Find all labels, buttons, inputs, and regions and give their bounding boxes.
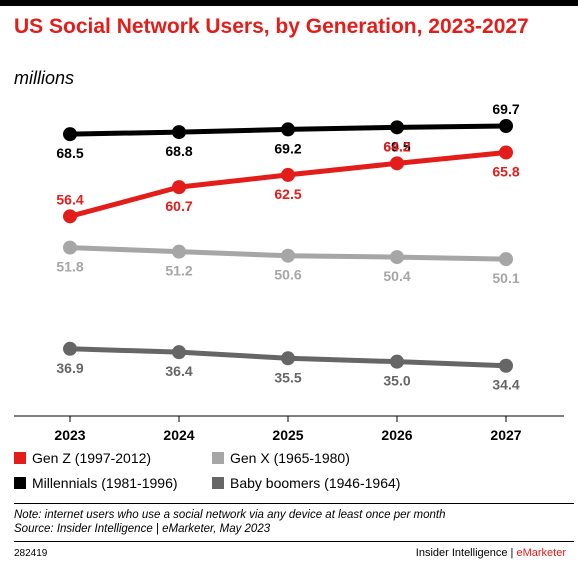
series-line	[67, 149, 509, 219]
data-label: 51.8	[56, 259, 83, 275]
data-label: 62.5	[274, 186, 301, 202]
data-label: 69.7	[492, 101, 519, 117]
data-point	[63, 240, 77, 255]
data-point	[281, 167, 295, 182]
legend-swatch-gen-x	[212, 452, 224, 464]
data-point	[390, 120, 404, 135]
data-point	[63, 209, 77, 224]
legend-swatch-baby-boomers	[212, 477, 224, 489]
data-label: 65.8	[492, 163, 519, 179]
footer-divider	[14, 541, 574, 542]
note-text: Note: internet users who use a social ne…	[14, 509, 446, 521]
data-point	[499, 145, 513, 160]
data-point	[499, 252, 513, 267]
brand-insider: Insider Intelligence |	[415, 547, 517, 559]
data-label: 34.4	[492, 377, 519, 393]
data-label: 50.1	[492, 270, 519, 286]
data-label: 60.7	[165, 198, 192, 214]
data-label: 50.6	[274, 267, 301, 283]
data-point	[63, 127, 77, 142]
chart-title: US Social Network Users, by Generation, …	[14, 15, 529, 38]
data-point	[172, 180, 186, 195]
x-tick-label: 2027	[490, 427, 521, 443]
data-label: 68.5	[56, 145, 83, 161]
data-point	[390, 250, 404, 265]
data-label: 68.8	[165, 143, 192, 159]
chart-note: Note: internet users who use a social ne…	[14, 508, 574, 536]
note-divider	[14, 503, 574, 504]
legend-item-baby-boomers: Baby boomers (1946-1964)	[212, 473, 400, 493]
data-label: 69.2	[274, 140, 301, 156]
legend-label-gen-z: Gen Z (1997-2012)	[32, 450, 152, 466]
data-label: 51.2	[165, 263, 192, 279]
data-point	[281, 122, 295, 137]
legend-item-gen-z: Gen Z (1997-2012)	[14, 448, 151, 468]
source-text: Source: Insider Intelligence | eMarketer…	[14, 523, 271, 535]
legend-swatch-millennials	[14, 477, 26, 489]
legend-label-gen-x: Gen X (1965-1980)	[230, 450, 350, 466]
line-chart: 2023 2024 2025 2026 2027 68.5 68.8 69.2 69.5 69.7…	[14, 101, 564, 443]
x-tick-label: 2024	[163, 427, 194, 443]
top-rule	[0, 0, 578, 6]
data-label: 64.2	[383, 138, 410, 154]
data-label: 36.4	[165, 363, 192, 379]
data-point	[499, 118, 513, 133]
data-label: 56.4	[56, 191, 83, 207]
data-label: 69.5	[383, 138, 410, 154]
legend-swatch-gen-z	[14, 452, 26, 464]
x-tick-label: 2025	[272, 427, 303, 443]
data-label: 35.5	[274, 369, 301, 385]
brand-credit: Insider Intelligence | eMarketer	[416, 547, 566, 559]
data-label: 36.9	[56, 360, 83, 376]
data-point	[172, 345, 186, 360]
brand-emarketer: eMarketer	[516, 547, 566, 559]
data-point	[63, 341, 77, 356]
legend-label-baby-boomers: Baby boomers (1946-1964)	[230, 475, 401, 491]
x-tick-label: 2026	[381, 427, 412, 443]
chart-id: 282419	[14, 548, 48, 559]
data-point	[499, 358, 513, 373]
data-point	[172, 244, 186, 259]
data-label: 35.0	[383, 373, 410, 389]
data-point	[281, 248, 295, 263]
legend-label-millennials: Millennials (1981-1996)	[32, 475, 178, 491]
data-label: 50.4	[383, 268, 410, 284]
legend-item-gen-x: Gen X (1965-1980)	[212, 448, 350, 468]
data-point	[390, 156, 404, 171]
chart-subtitle: millions	[14, 68, 75, 88]
data-point	[390, 354, 404, 369]
x-tick-label: 2023	[54, 427, 85, 443]
legend-item-millennials: Millennials (1981-1996)	[14, 473, 178, 493]
data-point	[172, 125, 186, 140]
data-point	[281, 351, 295, 366]
